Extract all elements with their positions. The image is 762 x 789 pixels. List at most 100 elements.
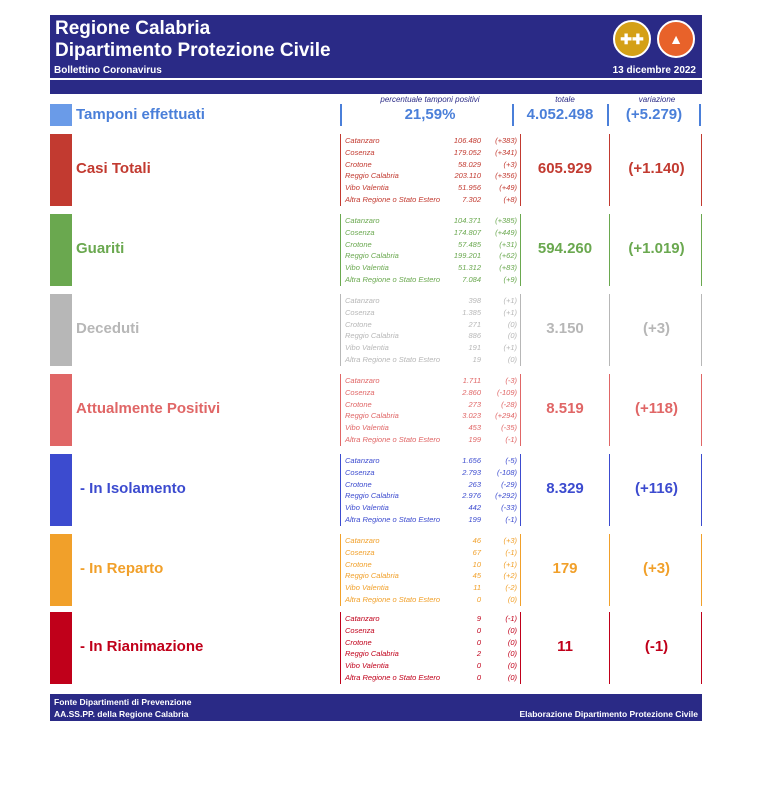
stat-row: - In Isolamento Catanzaro 1.656 (-5) Cosenza…: [50, 454, 702, 526]
province-value: 0: [476, 673, 481, 682]
header-banner: Regione Calabria Dipartimento Protezione…: [50, 15, 702, 64]
bulletin-bar: Bollettino Coronavirus 13 dicembre 2022: [50, 64, 702, 78]
tamponi-divider: [699, 104, 701, 126]
province-name: Altra Regione o Stato Estero: [345, 195, 441, 204]
pct-header: percentuale tamponi positivi: [380, 95, 480, 104]
stat-row: Guariti Catanzaro 104.371 (+385) Cosenza 174.…: [50, 214, 702, 286]
province-value: 3.023: [462, 411, 481, 421]
province-delta: (+31): [499, 239, 517, 249]
province-delta: (-35): [501, 423, 517, 433]
row-variation-cell: (+118): [612, 374, 702, 446]
row-total: 179: [552, 560, 578, 577]
row-color-marker: [50, 374, 72, 446]
province-value: 199.201: [453, 251, 481, 261]
province-delta: (0): [507, 637, 517, 647]
province-value: 46: [472, 536, 481, 545]
province-list: Catanzaro 1.711 (-3) Cosenza 2.860 (-109) Crot…: [340, 374, 518, 446]
province-name: Catanzaro: [345, 136, 380, 145]
row-label: - In Isolamento: [80, 480, 186, 497]
department-title: Dipartimento Protezione Civile: [55, 40, 331, 61]
row-total: 3.150: [546, 320, 584, 337]
province-delta: (0): [507, 595, 517, 604]
province-value: 203.110: [454, 171, 481, 181]
province-value: 442: [468, 503, 481, 513]
province-name: Catanzaro: [345, 614, 380, 623]
province-value: 453: [468, 423, 481, 433]
bulletin-label: Bollettino Coronavirus: [54, 65, 162, 76]
province-value: 398: [468, 296, 481, 305]
province-list: Catanzaro 46 (+3) Cosenza 67 (-1) Crotone 10 (+1…: [340, 534, 518, 606]
province-value: 263: [468, 479, 481, 489]
province-name: Cosenza: [345, 387, 375, 397]
province-name: Crotone: [345, 319, 372, 329]
province-value: 1.385: [462, 307, 481, 317]
row-variation-cell: (-1): [612, 612, 702, 684]
province-name: Catanzaro: [345, 536, 380, 545]
province-delta: (-28): [501, 399, 517, 409]
tamponi-divider: [340, 104, 342, 126]
province-list: Catanzaro 398 (+1) Cosenza 1.385 (+1) Crotone 2…: [340, 294, 518, 366]
stat-row: Casi Totali Catanzaro 106.480 (+383) Cosenza…: [50, 134, 702, 206]
province-delta: (-29): [501, 479, 517, 489]
province-delta: (+356): [495, 171, 517, 181]
stat-row: Attualmente Positivi Catanzaro 1.711 (-3) Co…: [50, 374, 702, 446]
province-value: 7.302: [462, 195, 481, 204]
province-name: Reggio Calabria: [345, 331, 399, 341]
province-delta: (+385): [495, 216, 517, 225]
row-variation: (+3): [642, 320, 671, 337]
province-value: 1.656: [462, 456, 481, 465]
row-label: - In Rianimazione: [80, 638, 204, 655]
province-name: Vibo Valentia: [345, 183, 389, 193]
province-value: 2: [476, 649, 481, 659]
province-name: Vibo Valentia: [345, 503, 389, 513]
province-delta: (0): [507, 331, 517, 341]
stat-row: - In Rianimazione Catanzaro 9 (-1) Cosenza 0 (…: [50, 612, 702, 684]
region-logo-icon: ✚✚: [613, 20, 651, 58]
row-color-marker: [50, 134, 72, 206]
row-total: 605.929: [537, 160, 593, 177]
row-total: 8.329: [546, 480, 584, 497]
province-delta: (0): [507, 649, 517, 659]
tamponi-divider: [607, 104, 609, 126]
variation-header: variazione: [638, 95, 676, 104]
row-variation-cell: (+1.140): [612, 134, 702, 206]
province-delta: (+1): [503, 296, 517, 305]
province-value: 273: [468, 399, 481, 409]
row-color-marker: [50, 294, 72, 366]
province-value: 199: [468, 515, 481, 524]
province-delta: (+3): [503, 159, 517, 169]
row-label: Guariti: [76, 240, 125, 257]
footer-source-detail: AA.SS.PP. della Regione Calabria: [54, 709, 189, 719]
province-name: Vibo Valentia: [345, 583, 389, 593]
row-total-cell: 179: [520, 534, 610, 606]
tamponi-divider: [512, 104, 514, 126]
row-variation: (+1.019): [628, 240, 685, 257]
row-variation-cell: (+3): [612, 294, 702, 366]
province-delta: (-109): [496, 387, 517, 397]
row-total: 11: [557, 638, 573, 655]
row-variation: (+116): [635, 480, 678, 497]
province-delta: (-1): [505, 435, 517, 444]
province-delta: (-1): [505, 547, 517, 557]
province-name: Catanzaro: [345, 216, 380, 225]
province-value: 57.485: [458, 239, 481, 249]
province-value: 2.860: [462, 387, 481, 397]
province-delta: (-33): [501, 503, 517, 513]
province-value: 9: [476, 614, 481, 623]
province-delta: (+2): [503, 571, 517, 581]
row-variation-cell: (+1.019): [612, 214, 702, 286]
province-delta: (-2): [505, 583, 517, 593]
province-delta: (+1): [503, 343, 517, 353]
province-delta: (+83): [499, 263, 517, 273]
province-value: 7.084: [462, 275, 481, 284]
province-value: 67: [472, 547, 481, 557]
province-value: 886: [468, 331, 481, 341]
row-total-cell: 3.150: [520, 294, 610, 366]
tamponi-total: 4.052.498: [526, 106, 594, 123]
province-name: Catanzaro: [345, 376, 380, 385]
row-total-cell: 11: [520, 612, 610, 684]
province-delta: (+1): [503, 559, 517, 569]
province-name: Vibo Valentia: [345, 661, 389, 671]
row-total-cell: 594.260: [520, 214, 610, 286]
province-name: Cosenza: [345, 147, 375, 157]
